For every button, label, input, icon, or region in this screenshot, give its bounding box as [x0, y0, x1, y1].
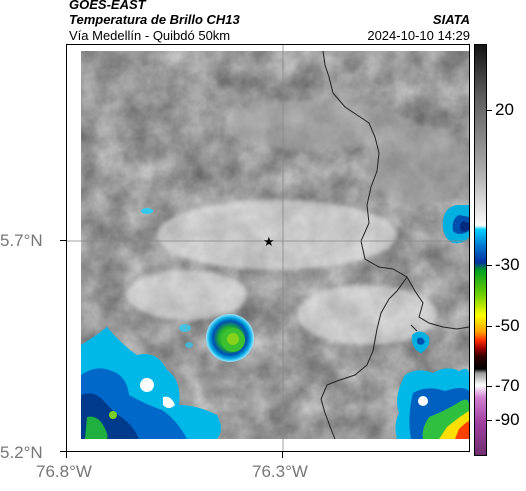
convective-cell — [206, 314, 254, 362]
brightness-temperature-image: ★ — [67, 45, 469, 451]
colorbar-label: -50 — [495, 316, 520, 335]
coastline — [320, 50, 469, 440]
colorbar-tick — [486, 326, 492, 327]
cold-cloud-east — [442, 205, 469, 244]
datetime-label: 2024-10-10 14:29 — [367, 28, 470, 43]
colorbar-tick — [486, 386, 492, 387]
cold-cloud-southeast — [395, 331, 469, 439]
colorbar-label: -30 — [495, 255, 520, 274]
lat-label-south: 5.2°N — [0, 443, 43, 462]
colorbar-tick — [486, 420, 492, 421]
lat-tick — [60, 451, 66, 452]
colorbar-label: -90 — [495, 410, 520, 429]
colorbar — [474, 44, 487, 456]
lon-label-west: 76.8°W — [36, 462, 92, 481]
product-title: Temperatura de Brillo CH13 — [69, 12, 240, 27]
star-icon[interactable]: ★ — [263, 235, 275, 250]
colorbar-label: -70 — [495, 376, 520, 395]
satellite-title: GOES-EAST — [69, 0, 146, 12]
lon-tick — [66, 452, 67, 458]
region-label: Vía Medellín - Quibdó 50km — [69, 28, 231, 43]
satellite-map[interactable]: ★ — [66, 44, 470, 452]
lon-label-east: 76.3°W — [252, 462, 308, 481]
lon-tick — [282, 452, 283, 458]
cold-cloud-southwest — [81, 327, 221, 439]
colorbar-tick — [486, 265, 492, 266]
colorbar-tick — [486, 110, 492, 111]
cold-cloud-spot — [141, 208, 153, 214]
source-label: SIATA — [432, 12, 470, 27]
lat-tick — [60, 240, 66, 241]
lat-label-north: 5.7°N — [0, 231, 43, 250]
colorbar-label: 20 — [495, 100, 514, 119]
